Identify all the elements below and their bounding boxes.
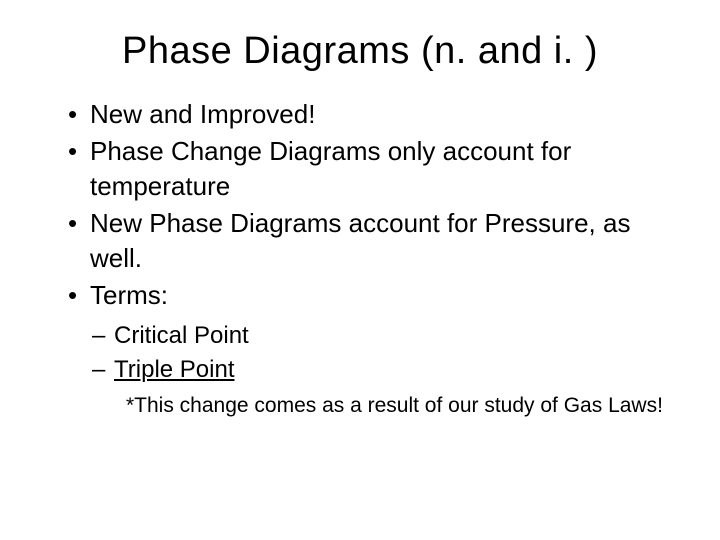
sub-bullet-list: Critical Point Triple Point [50,320,670,387]
bullet-item: New and Improved! [68,97,670,132]
bullet-item: Phase Change Diagrams only account for t… [68,134,670,204]
bullet-item: Terms: [68,278,670,313]
bullet-item: New Phase Diagrams account for Pressure,… [68,206,670,276]
sub-bullet-item: Triple Point [92,354,670,386]
bullet-list: New and Improved! Phase Change Diagrams … [50,97,670,314]
footnote: *This change comes as a result of our st… [50,392,670,420]
slide-title: Phase Diagrams (n. and i. ) [50,30,670,73]
sub-bullet-item: Critical Point [92,320,670,352]
sub-bullet-underline: Triple Point [114,356,235,383]
